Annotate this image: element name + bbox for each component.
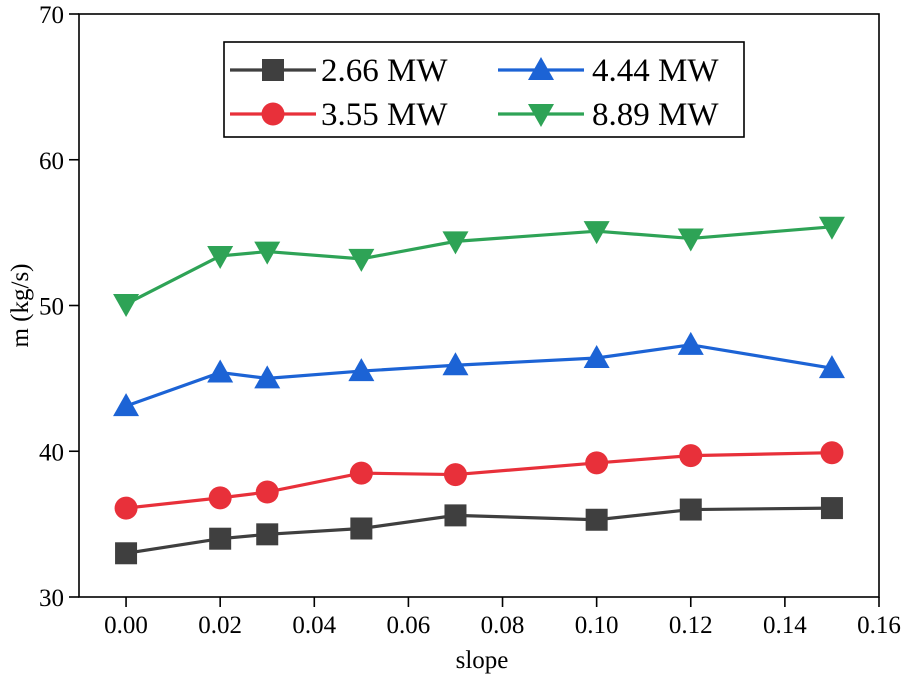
data-point-4_44-mw xyxy=(442,352,469,376)
legend-item-3_55-mw: 3.55 MW xyxy=(230,97,448,133)
y-axis-label: m (kg/s) xyxy=(7,263,34,347)
data-point-4_44-mw xyxy=(348,358,375,382)
legend-box xyxy=(223,41,745,138)
series-line-3_55-mw xyxy=(125,451,832,510)
x-tick-label: 0.02 xyxy=(198,612,242,639)
data-point-4_44-mw xyxy=(818,355,845,379)
y-tick-label: 70 xyxy=(39,2,64,29)
data-point-8_89-mw xyxy=(677,228,704,252)
data-point-8_89-mw xyxy=(583,221,610,245)
x-axis-label: slope xyxy=(456,647,509,674)
series-2_66-mw xyxy=(115,497,843,565)
x-tick-label: 0.10 xyxy=(575,612,619,639)
data-point-8_89-mw xyxy=(818,216,845,240)
x-tick-label: 0.08 xyxy=(481,612,525,639)
legend-marker xyxy=(262,59,284,81)
x-tick-label: 0.04 xyxy=(292,612,336,639)
y-tick-label: 60 xyxy=(39,148,64,175)
legend-label: 2.66 MW xyxy=(321,53,448,89)
data-point-8_89-mw xyxy=(113,294,140,318)
legend-label: 4.44 MW xyxy=(592,53,719,89)
data-point-3_55-mw xyxy=(349,461,373,485)
legend-item-8_89-mw: 8.89 MW xyxy=(498,97,719,133)
series-8_89-mw xyxy=(113,216,845,318)
data-point-4_44-mw xyxy=(677,331,704,355)
x-tick-label: 0.00 xyxy=(104,612,148,639)
data-point-3_55-mw xyxy=(585,451,609,475)
series-line-8_89-mw xyxy=(125,225,833,306)
legend-marker xyxy=(261,102,285,126)
legend-item-4_44-mw: 4.44 MW xyxy=(498,53,719,89)
data-point-8_89-mw xyxy=(348,248,375,272)
data-point-3_55-mw xyxy=(114,496,138,520)
data-point-8_89-mw xyxy=(254,241,281,265)
data-point-2_66-mw xyxy=(585,508,608,531)
data-point-3_55-mw xyxy=(255,480,279,504)
data-point-2_66-mw xyxy=(115,542,138,565)
data-point-3_55-mw xyxy=(679,444,703,468)
x-tick-label: 0.16 xyxy=(857,612,901,639)
data-point-3_55-mw xyxy=(820,441,844,465)
legend-label: 3.55 MW xyxy=(321,97,448,133)
data-point-4_44-mw xyxy=(583,344,610,368)
series-3_55-mw xyxy=(114,441,844,520)
y-tick-label: 40 xyxy=(39,439,64,466)
legend: 2.66 MW 3.55 MW 4.44 MW 8.89 MW xyxy=(223,41,745,138)
data-point-8_89-mw xyxy=(442,231,469,255)
data-point-4_44-mw xyxy=(254,365,281,389)
data-point-3_55-mw xyxy=(443,463,467,487)
x-tick-label: 0.06 xyxy=(387,612,431,639)
data-point-2_66-mw xyxy=(350,517,373,540)
series-4_44-mw xyxy=(113,331,845,417)
data-point-3_55-mw xyxy=(208,486,232,510)
data-point-8_89-mw xyxy=(207,245,234,269)
x-tick-label: 0.12 xyxy=(669,612,713,639)
legend-item-2_66-mw: 2.66 MW xyxy=(230,53,448,89)
data-point-2_66-mw xyxy=(444,504,467,527)
y-tick-label: 50 xyxy=(39,294,64,321)
legend-marker xyxy=(528,57,554,80)
data-point-4_44-mw xyxy=(207,359,234,383)
data-point-2_66-mw xyxy=(209,527,232,550)
legend-marker xyxy=(528,104,554,127)
series-line-2_66-mw xyxy=(125,506,832,555)
data-point-2_66-mw xyxy=(256,523,279,546)
y-tick-label: 30 xyxy=(39,585,64,612)
x-tick-label: 0.14 xyxy=(763,612,807,639)
legend-label: 8.89 MW xyxy=(592,97,719,133)
data-point-2_66-mw xyxy=(679,498,702,521)
data-point-4_44-mw xyxy=(113,393,140,417)
series-line-4_44-mw xyxy=(125,343,833,408)
data-point-2_66-mw xyxy=(820,497,843,520)
